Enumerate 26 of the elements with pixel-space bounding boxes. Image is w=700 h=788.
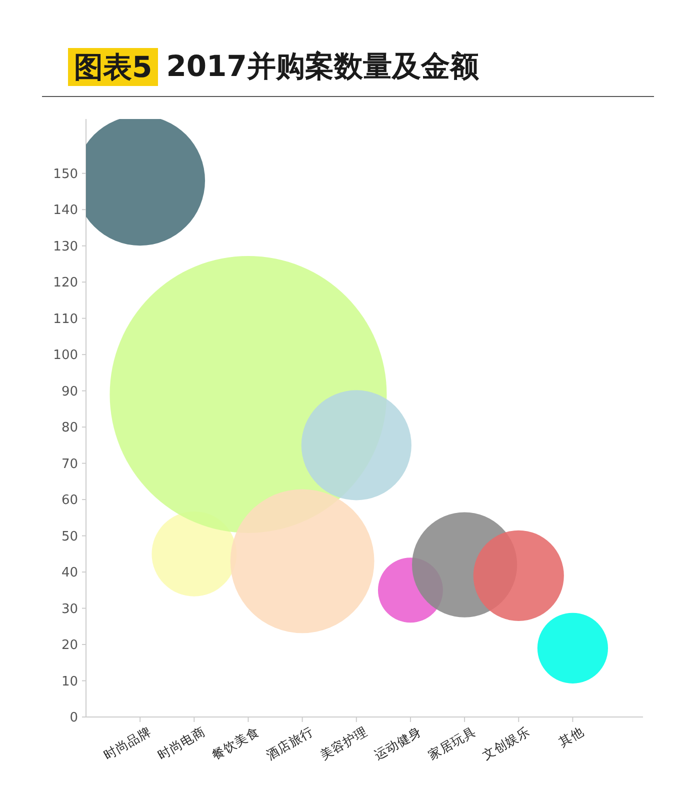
y-tick-label: 60 <box>61 493 78 508</box>
y-tick-label: 70 <box>61 456 78 472</box>
x-tick-label: 酒店旅行 <box>263 724 316 763</box>
y-tick-label: 150 <box>53 166 78 182</box>
y-tick-label: 110 <box>53 312 78 327</box>
y-tick-label: 30 <box>61 602 78 617</box>
x-tick-label: 餐饮美食 <box>209 724 262 763</box>
y-tick-label: 80 <box>61 420 78 436</box>
y-tick-label: 130 <box>53 239 78 254</box>
y-tick-label: 40 <box>61 566 78 581</box>
chart-title: 图表5 2017并购案数量及金额 <box>74 49 479 84</box>
x-tick-label: 文创娱乐 <box>480 724 532 763</box>
x-tick-label: 其他 <box>556 724 586 750</box>
x-tick-label: 美容护理 <box>317 724 370 763</box>
x-tick-label: 家居玩具 <box>426 724 478 763</box>
y-tick-label: 120 <box>53 276 78 291</box>
y-tick-label: 0 <box>70 710 78 726</box>
y-tick-label: 20 <box>61 638 78 654</box>
y-tick-label: 10 <box>61 674 78 690</box>
y-tick-label: 90 <box>61 384 78 400</box>
x-tick-label: 运动健身 <box>371 724 424 763</box>
y-tick-label: 100 <box>53 348 78 364</box>
y-tick-label: 50 <box>61 529 78 544</box>
y-tick-label: 140 <box>53 203 78 218</box>
x-tick-label: 时尚电商 <box>155 724 208 763</box>
x-tick-label: 时尚品牌 <box>101 724 154 763</box>
